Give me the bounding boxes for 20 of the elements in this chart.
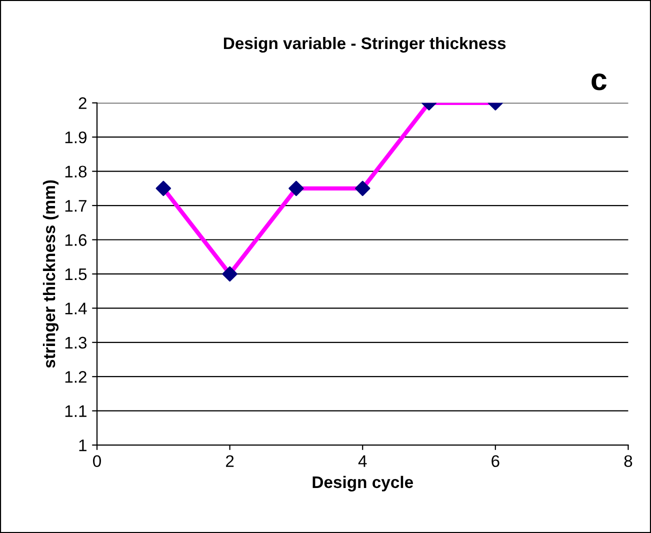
- y-tick-label: 1.9: [65, 131, 86, 144]
- x-tick-label: 0: [93, 455, 101, 468]
- text: c: [592, 74, 607, 90]
- y-tick-label: 1.7: [65, 200, 86, 212]
- y-tick-label: 1.3: [65, 336, 87, 349]
- x-tick-label: 2: [226, 455, 234, 467]
- y-tick-label: 1.1: [65, 405, 86, 417]
- x-axis-title: Design cycle: [312, 476, 413, 492]
- chart-title: Design variable - Stringer thickness: [224, 36, 506, 53]
- y-tick-label: 1.8: [65, 166, 87, 178]
- x-tick-label: 6: [492, 455, 500, 468]
- y-tick-label: 1.4: [65, 302, 87, 314]
- y-tick-label: 1.6: [65, 234, 87, 246]
- x-tick-label: 8: [624, 455, 632, 468]
- y-axis-title: stringer thickness (mm): [42, 180, 59, 368]
- y-tick-label: 1: [79, 440, 86, 452]
- y-tick-label: 2: [78, 97, 86, 109]
- y-tick-label: 1.5: [65, 268, 87, 280]
- y-tick-label: 1.2: [65, 371, 86, 383]
- x-tick-label: 4: [358, 455, 367, 467]
